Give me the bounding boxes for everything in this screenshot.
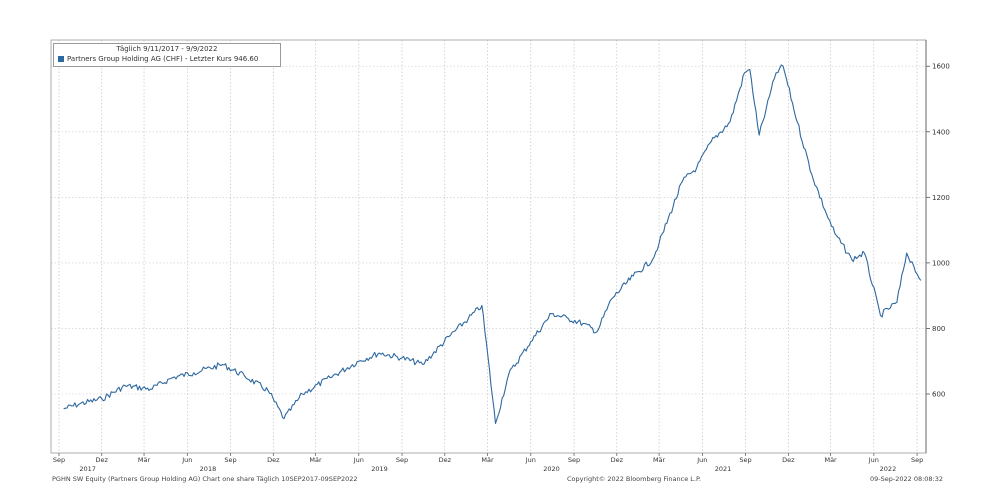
legend-entry: Partners Group Holding AG (CHF) - Letzte…	[67, 55, 259, 63]
y-tick-label: 600	[932, 391, 945, 399]
footer-copyright: Copyright© 2022 Bloomberg Finance L.P.	[567, 475, 701, 483]
x-tick-label: Sep	[568, 456, 580, 464]
year-label: 2020	[543, 465, 560, 473]
x-tick-label: Sep	[396, 456, 408, 464]
x-tick-label: Dez	[267, 456, 280, 464]
footer-security-info: PGHN SW Equity (Partners Group Holding A…	[52, 475, 358, 483]
x-tick-label: Mär	[653, 456, 666, 464]
x-tick-label: Sep	[911, 456, 923, 464]
year-label: 2019	[371, 465, 388, 473]
x-tick-label: Jun	[181, 456, 192, 464]
footer-timestamp: 09-Sep-2022 08:08:32	[870, 475, 944, 483]
y-tick-label: 1000	[932, 259, 950, 267]
price-series-line	[63, 64, 922, 425]
legend-swatch	[58, 56, 64, 62]
y-tick-label: 800	[932, 325, 945, 333]
x-tick-label: Sep	[739, 456, 751, 464]
y-tick-label: 1200	[932, 194, 950, 202]
x-tick-label: Dez	[439, 456, 452, 464]
year-label: 2017	[79, 465, 96, 473]
x-tick-label: Sep	[53, 456, 65, 464]
year-label: 2022	[880, 465, 897, 473]
x-tick-label: Sep	[224, 456, 236, 464]
year-label: 2021	[715, 465, 732, 473]
x-tick-label: Dez	[782, 456, 795, 464]
x-tick-label: Dez	[96, 456, 109, 464]
x-tick-label: Mär	[481, 456, 494, 464]
y-tick-label: 1400	[932, 128, 950, 136]
x-tick-label: Mär	[138, 456, 151, 464]
x-axis: Sep Dez Mär Jun Sep Dez Mär Jun Sep Dez Mär Jun Sep D…	[53, 453, 923, 473]
legend: Täglich 9/11/2017 - 9/9/2022 Partners Gr…	[53, 43, 281, 67]
legend-entry-row: Partners Group Holding AG (CHF) - Letzte…	[58, 55, 258, 63]
y-axis: 600 800 1000 1200 1400 1600	[926, 63, 950, 399]
x-tick-label: Jun	[525, 456, 536, 464]
plot-frame	[50, 39, 927, 454]
x-tick-label: Jun	[696, 456, 707, 464]
x-tick-label: Jun	[868, 456, 879, 464]
y-tick-label: 1600	[932, 63, 950, 71]
year-label: 2018	[200, 465, 217, 473]
x-tick-label: Dez	[611, 456, 624, 464]
x-tick-label: Jun	[353, 456, 364, 464]
legend-period: Täglich 9/11/2017 - 9/9/2022	[116, 45, 218, 53]
x-tick-label: Mär	[309, 456, 322, 464]
gridlines	[51, 40, 926, 453]
x-tick-label: Mär	[824, 456, 837, 464]
